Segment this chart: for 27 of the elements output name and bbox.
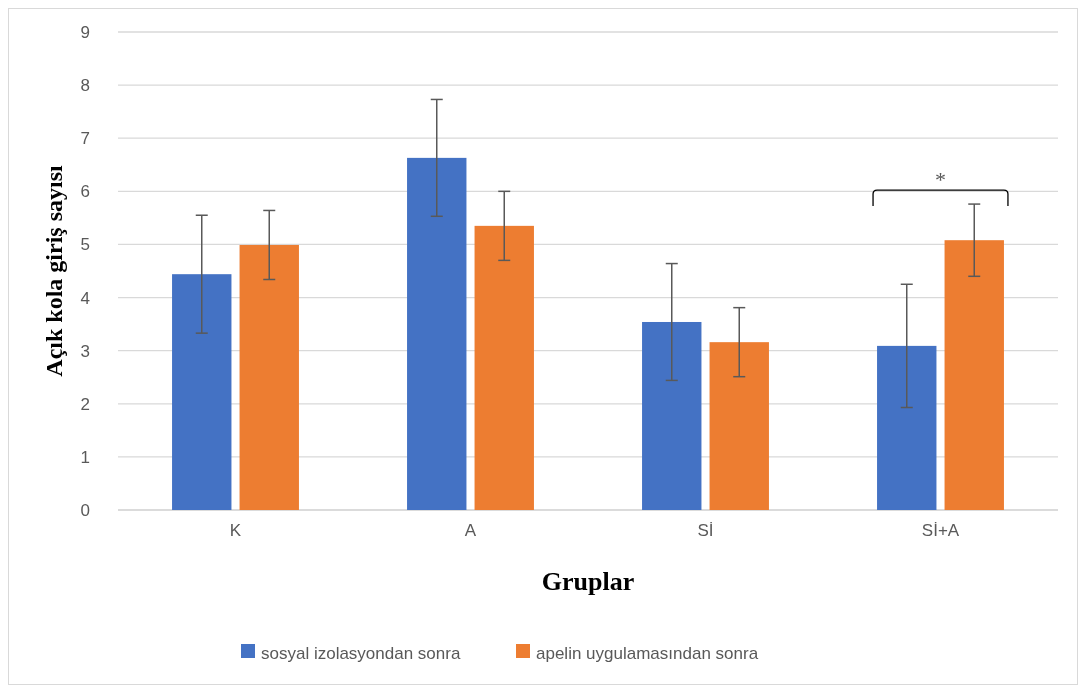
bar <box>877 345 937 510</box>
bar <box>709 342 769 510</box>
bar <box>474 225 534 510</box>
bar <box>172 274 232 510</box>
bar <box>239 244 299 510</box>
y-tick-label: 9 <box>80 22 90 42</box>
y-tick-label: 6 <box>80 182 90 202</box>
x-tick-label: Sİ <box>697 521 714 540</box>
x-axis-title: Gruplar <box>541 567 635 596</box>
bar <box>642 321 702 510</box>
bar <box>407 157 467 510</box>
legend-label: apelin uygulamasından sonra <box>536 643 759 663</box>
x-tick-label: K <box>229 521 242 540</box>
y-tick-label: 5 <box>80 235 90 255</box>
y-tick-label: 2 <box>80 394 90 414</box>
x-tick-label: A <box>464 521 477 540</box>
y-tick-label: 0 <box>80 500 90 520</box>
y-tick-label: 3 <box>80 341 90 361</box>
bar <box>944 240 1004 510</box>
y-tick-label: 8 <box>80 76 90 96</box>
y-tick-label: 4 <box>80 288 90 308</box>
x-tick-label: Sİ+A <box>921 521 960 540</box>
annotation: * <box>935 167 946 193</box>
legend-label: sosyal izolasyondan sonra <box>261 643 461 663</box>
y-axis-title: Açık kola giriş sayısı <box>41 164 67 377</box>
y-tick-label: 7 <box>80 129 90 149</box>
y-tick-label: 1 <box>80 447 90 467</box>
